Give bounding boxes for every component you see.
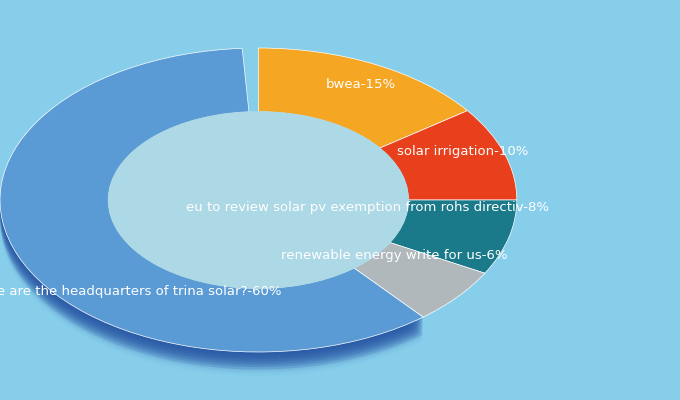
Polygon shape (0, 61, 423, 365)
Polygon shape (0, 68, 423, 372)
Wedge shape (0, 63, 423, 367)
Text: bwea-15%: bwea-15% (325, 78, 396, 90)
Wedge shape (390, 200, 517, 273)
Wedge shape (0, 66, 423, 370)
Polygon shape (0, 64, 423, 367)
Wedge shape (0, 53, 423, 357)
Text: eu to review solar pv exemption from rohs directiv-8%: eu to review solar pv exemption from roh… (186, 202, 549, 214)
Polygon shape (0, 52, 423, 356)
Wedge shape (0, 48, 423, 352)
Polygon shape (0, 57, 423, 361)
Wedge shape (354, 242, 485, 317)
Wedge shape (379, 111, 517, 200)
Wedge shape (0, 48, 423, 352)
Polygon shape (0, 55, 423, 358)
Wedge shape (0, 56, 423, 360)
Text: where are the headquarters of trina solar?-60%: where are the headquarters of trina sola… (0, 286, 281, 298)
Wedge shape (0, 61, 423, 364)
Wedge shape (0, 51, 423, 354)
Text: renewable energy write for us-6%: renewable energy write for us-6% (281, 250, 508, 262)
Text: solar irrigation-10%: solar irrigation-10% (396, 146, 528, 158)
Circle shape (109, 112, 408, 288)
Polygon shape (0, 66, 423, 370)
Polygon shape (0, 70, 423, 374)
Wedge shape (0, 58, 423, 362)
Wedge shape (258, 48, 467, 148)
Polygon shape (0, 59, 423, 363)
Polygon shape (0, 50, 423, 354)
